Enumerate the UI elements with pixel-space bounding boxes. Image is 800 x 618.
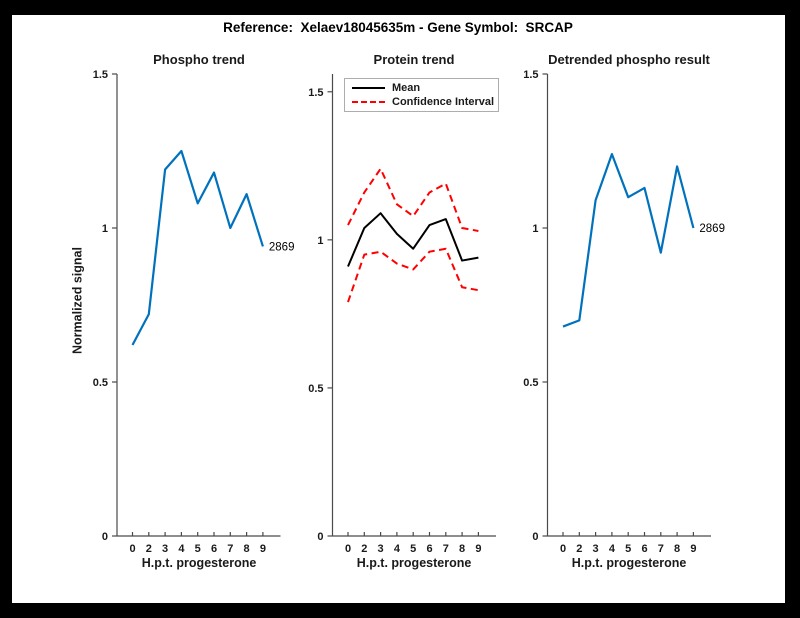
- confidence-interval-lower-line: [347, 247, 479, 303]
- x-axis-label-panel1: H.p.t. progesterone: [141, 556, 257, 570]
- x-tick-label: 7: [658, 543, 664, 555]
- x-tick-label: 0: [560, 543, 566, 555]
- y-tick-label: 0: [102, 531, 108, 543]
- x-tick-label: 0: [129, 543, 135, 555]
- subplot-title-protein-trend: Protein trend: [373, 52, 455, 67]
- x-tick-label: 2: [146, 543, 152, 555]
- y-tick-label: 1.5: [308, 87, 323, 99]
- x-tick-label: 6: [211, 543, 217, 555]
- mean-line: [347, 212, 479, 267]
- phospho-signal-line: [131, 149, 264, 346]
- x-tick-label: 9: [690, 543, 696, 555]
- legend-entry-mean: Mean: [352, 81, 498, 95]
- y-tick-label: 1: [102, 223, 108, 235]
- x-tick-label: 7: [443, 543, 449, 555]
- series-end-label: 2869: [699, 223, 725, 235]
- x-tick-label: 3: [593, 543, 599, 555]
- detrended-phospho-signal-line: [562, 152, 695, 328]
- x-tick-label: 4: [609, 543, 616, 555]
- x-tick-label: 3: [378, 543, 384, 555]
- x-tick-label: 5: [625, 543, 631, 555]
- x-tick-label: 2: [361, 543, 367, 555]
- y-tick-label: 1: [317, 235, 323, 247]
- x-tick-label: 6: [641, 543, 647, 555]
- x-tick-label: 5: [195, 543, 201, 555]
- figure-background: [12, 15, 785, 603]
- y-tick-label: 0.5: [523, 377, 538, 389]
- x-tick-label: 8: [674, 543, 680, 555]
- y-tick-label: 0: [317, 531, 323, 543]
- x-tick-label: 3: [162, 543, 168, 555]
- confidence-interval-upper-line: [347, 167, 479, 232]
- legend-entry-confidence-interval: Confidence Interval: [352, 95, 498, 109]
- figure-title: Reference: Xelaev18045635m - Gene Symbol…: [223, 20, 573, 35]
- subplot-title-detrended-phospho: Detrended phospho result: [548, 52, 710, 67]
- legend-label-mean: Mean: [392, 82, 421, 94]
- y-tick-label: 0: [532, 531, 538, 543]
- x-tick-label: 9: [260, 543, 266, 555]
- x-tick-label: 4: [394, 543, 401, 555]
- x-tick-label: 6: [426, 543, 432, 555]
- y-axis-label-normalized-signal: Normalized signal: [70, 247, 85, 354]
- legend-box: Mean Confidence Interval: [344, 78, 499, 112]
- x-tick-label: 8: [244, 543, 250, 555]
- x-tick-label: 9: [475, 543, 481, 555]
- confidence-interval-line-swatch: [352, 101, 385, 103]
- y-tick-label: 1.5: [93, 69, 108, 81]
- mean-line-swatch: [352, 87, 385, 89]
- x-tick-label: 2: [576, 543, 582, 555]
- legend-label-confidence-interval: Confidence Interval: [392, 96, 495, 108]
- subplot-title-phospho-trend: Phospho trend: [153, 52, 245, 67]
- y-tick-label: 1.5: [523, 69, 538, 81]
- y-tick-label: 0.5: [93, 377, 108, 389]
- x-tick-label: 7: [227, 543, 233, 555]
- x-tick-label: 0: [345, 543, 351, 555]
- y-tick-label: 0.5: [308, 383, 323, 395]
- series-end-label: 2869: [269, 241, 295, 253]
- x-tick-label: 4: [178, 543, 185, 555]
- x-tick-label: 5: [410, 543, 416, 555]
- y-tick-label: 1: [532, 223, 538, 235]
- x-axis-label-panel3: H.p.t. progesterone: [571, 556, 687, 570]
- x-axis-label-panel2: H.p.t. progesterone: [356, 556, 472, 570]
- x-tick-label: 8: [459, 543, 465, 555]
